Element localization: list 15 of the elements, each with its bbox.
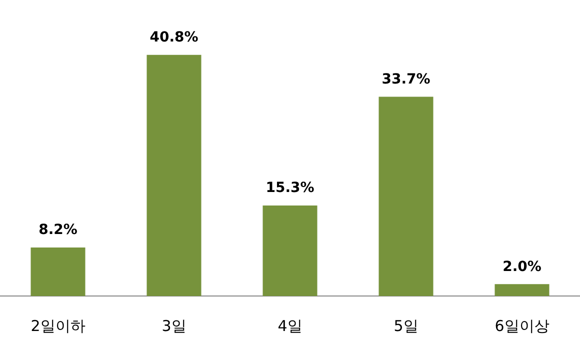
x-tick-label: 5일 — [394, 316, 418, 335]
data-label: 40.8% — [150, 29, 198, 46]
data-label: 8.2% — [38, 222, 78, 238]
x-tick-label: 6일이상 — [494, 316, 550, 335]
bar — [378, 96, 434, 296]
data-label: 2.0% — [502, 258, 542, 275]
data-label: 33.7% — [382, 71, 430, 88]
x-tick-label: 3일 — [162, 316, 186, 335]
data-label: 15.3% — [266, 180, 314, 196]
x-tick-label: 2일이하 — [30, 316, 86, 335]
bar — [146, 54, 202, 296]
bar — [494, 284, 550, 296]
bar — [30, 248, 86, 296]
bar — [262, 206, 318, 296]
x-tick-label: 4일 — [278, 316, 302, 335]
